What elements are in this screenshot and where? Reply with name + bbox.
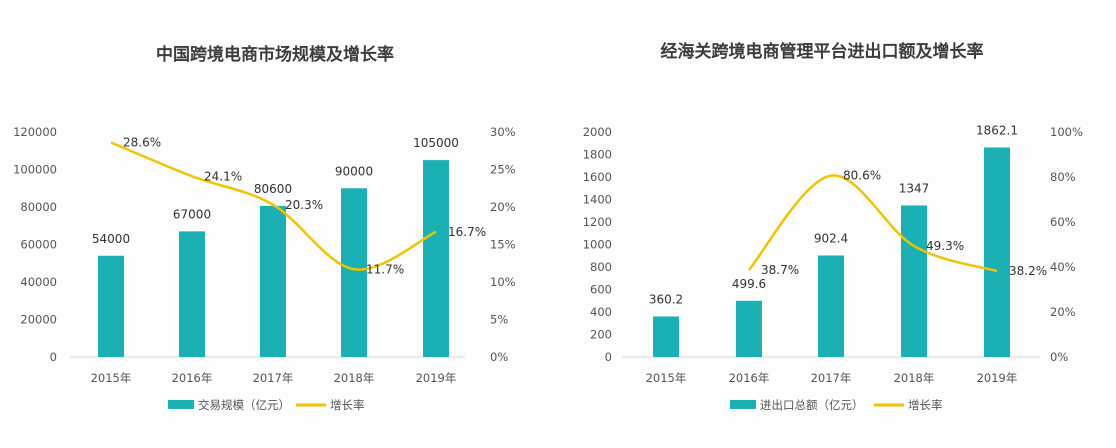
line-data-label: 38.2% [1009, 264, 1047, 278]
x-axis-tick-label: 2019年 [977, 371, 1018, 385]
left-axis-tick-label: 1400 [583, 193, 612, 207]
line-data-label: 16.7% [448, 225, 486, 239]
x-axis-tick-label: 2019年 [416, 371, 457, 385]
bar [423, 160, 449, 357]
legend-line-label: 增长率 [330, 398, 365, 412]
left-axis-tick-label: 200 [590, 328, 612, 342]
left-axis-tick-label: 400 [590, 305, 612, 319]
chart-1: 0 20000 40000 60000 80000 100000 120000 0% 5% 10%… [13, 125, 516, 412]
left-axis-tick-label: 80000 [20, 200, 57, 214]
bar [818, 255, 844, 357]
left-axis-tick-label: 1200 [583, 215, 612, 229]
right-axis-tick-label: 10% [490, 275, 516, 289]
left-axis-tick-label: 20000 [20, 313, 57, 327]
x-axis-tick-label: 2018年 [334, 371, 375, 385]
bar [179, 231, 205, 357]
x-axis-tick-label: 2017年 [811, 371, 852, 385]
left-axis-tick-label: 800 [590, 260, 612, 274]
legend-bar-swatch [168, 400, 194, 409]
bar-data-label: 67000 [173, 207, 211, 221]
line-data-label: 38.7% [761, 263, 799, 277]
right-axis-tick-label: 0% [1050, 350, 1068, 364]
bar-data-label: 902.4 [814, 231, 848, 245]
right-axis-tick-label: 30% [490, 125, 516, 139]
line-data-label: 28.6% [123, 136, 161, 150]
x-axis-tick-label: 2015年 [646, 371, 687, 385]
left-axis-tick-label: 1800 [583, 148, 612, 162]
bar-data-label: 80600 [254, 182, 292, 196]
right-axis-tick-label: 100% [1050, 125, 1083, 139]
left-axis-tick-label: 600 [590, 283, 612, 297]
bar [901, 205, 927, 357]
legend-line-label: 增长率 [908, 398, 943, 412]
left-axis-tick-label: 1000 [583, 238, 612, 252]
bar-data-label: 105000 [413, 136, 459, 150]
bar-data-label: 1862.1 [976, 124, 1018, 138]
left-axis-tick-label: 120000 [13, 125, 57, 139]
right-axis-tick-label: 40% [1050, 260, 1076, 274]
bar-data-label: 54000 [92, 232, 130, 246]
bar-data-label: 499.6 [732, 277, 766, 291]
bar [260, 205, 286, 357]
left-axis-tick-label: 0 [605, 350, 612, 364]
bar-data-label: 360.2 [649, 292, 683, 306]
right-axis-tick-label: 5% [490, 313, 508, 327]
bar [736, 300, 762, 357]
left-axis-tick-label: 60000 [20, 238, 57, 252]
growth-rate-line [110, 141, 437, 271]
chart1-title: 中国跨境电商市场规模及增长率 [156, 45, 394, 65]
left-axis-tick-label: 100000 [13, 163, 57, 177]
x-axis-tick-label: 2016年 [172, 371, 213, 385]
chart2-title: 经海关跨境电商管理平台进出口额及增长率 [660, 42, 984, 62]
right-axis-tick-label: 0% [490, 350, 508, 364]
bar-data-label: 1347 [899, 181, 930, 195]
x-axis-tick-label: 2017年 [253, 371, 294, 385]
left-axis-tick-label: 2000 [583, 125, 612, 139]
right-axis-tick-label: 80% [1050, 170, 1076, 184]
right-axis-tick-label: 20% [490, 200, 516, 214]
left-axis-tick-label: 1600 [583, 170, 612, 184]
x-axis-tick-label: 2015年 [91, 371, 132, 385]
line-data-label: 24.1% [204, 169, 242, 183]
chart-2: 0 200 400 600 800 1000 1200 1400 1600 1800 2000 0% 2… [583, 124, 1083, 412]
bar [98, 255, 124, 357]
legend-bar-label: 进出口总额（亿元） [760, 398, 864, 412]
line-data-label: 80.6% [843, 169, 881, 183]
right-axis-tick-label: 15% [490, 238, 516, 252]
line-data-label: 11.7% [366, 262, 404, 276]
right-axis-tick-label: 60% [1050, 215, 1076, 229]
left-axis-tick-label: 40000 [20, 275, 57, 289]
growth-rate-line [748, 174, 998, 273]
line-data-label: 49.3% [926, 239, 964, 253]
x-axis-tick-label: 2018年 [894, 371, 935, 385]
right-axis-tick-label: 25% [490, 163, 516, 177]
bar [653, 316, 679, 357]
legend-bar-label: 交易规模（亿元） [198, 398, 290, 412]
left-axis-tick-label: 0 [50, 350, 57, 364]
bar-data-label: 90000 [335, 164, 373, 178]
right-axis-tick-label: 20% [1050, 305, 1076, 319]
x-axis-tick-label: 2016年 [729, 371, 770, 385]
bar [984, 147, 1010, 357]
bar [341, 188, 367, 357]
legend-bar-swatch [730, 400, 756, 409]
line-data-label: 20.3% [285, 198, 323, 212]
